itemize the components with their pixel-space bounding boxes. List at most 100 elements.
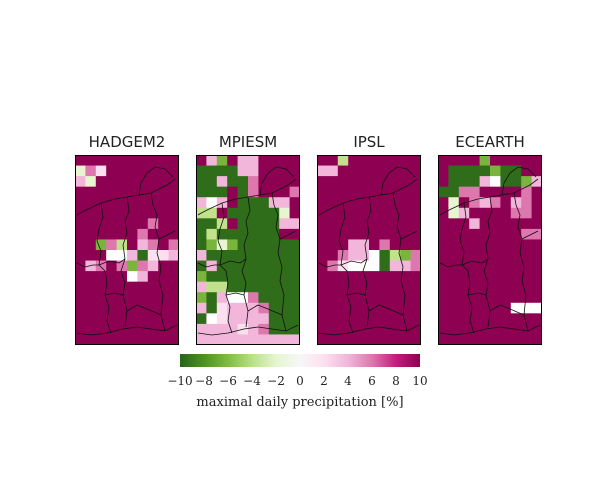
grid-cell	[116, 155, 128, 166]
grid-cell	[379, 176, 391, 188]
grid-cell	[106, 250, 117, 261]
grid-cell	[75, 281, 86, 293]
grid-cell	[168, 302, 179, 314]
grid-cell	[490, 228, 501, 240]
grid-cell	[227, 155, 238, 166]
grid-cell	[369, 313, 380, 325]
grid-cell	[85, 271, 97, 283]
grid-cell	[531, 155, 542, 166]
border-line	[219, 258, 247, 266]
grid-cell	[410, 218, 421, 230]
grid-cell	[289, 302, 300, 314]
border-line	[459, 202, 467, 266]
grid-cell	[348, 218, 359, 230]
grid-cell	[389, 260, 401, 272]
grid-cell	[438, 260, 449, 272]
grid-cell	[337, 260, 349, 272]
border-line	[513, 192, 529, 332]
grid-cell	[95, 165, 107, 177]
grid-cell	[248, 197, 259, 209]
grid-cell	[137, 176, 149, 188]
grid-cell	[75, 323, 86, 335]
grid-cell	[168, 176, 179, 188]
grid-cell	[327, 313, 339, 325]
grid-cell	[469, 197, 480, 209]
border-line	[76, 324, 178, 336]
grid-cell	[379, 165, 391, 177]
grid-cell	[206, 197, 218, 209]
grid-cell	[85, 313, 97, 325]
grid-cell	[279, 334, 290, 345]
grid-cell	[369, 334, 380, 345]
grid-cell	[400, 155, 411, 166]
grid-cell	[289, 271, 300, 283]
border-line	[501, 166, 537, 196]
colorbar-label: maximal daily precipitation [%]	[196, 395, 404, 410]
grid-cell	[279, 155, 290, 166]
grid-cell	[379, 239, 391, 251]
grid-cell	[206, 334, 218, 345]
grid-cell	[196, 250, 207, 261]
country-borders	[197, 166, 299, 336]
grid-cell	[469, 281, 480, 293]
grid-cell	[410, 176, 421, 188]
grid-cell	[279, 302, 290, 314]
grid-cell	[75, 165, 86, 177]
grid-cell	[358, 313, 370, 325]
grid-cell	[196, 155, 207, 166]
grid-cell	[106, 260, 117, 272]
grid-cell	[216, 207, 228, 219]
grid-cell	[248, 292, 259, 304]
grid-cell	[510, 271, 522, 283]
grid-cell	[158, 207, 169, 219]
grid-cell	[531, 281, 542, 293]
border-line	[76, 178, 176, 216]
grid-cell	[268, 197, 280, 209]
grid-cell	[448, 165, 460, 177]
grid-cell	[500, 281, 512, 293]
border-line	[126, 304, 162, 316]
grid-cell	[448, 292, 460, 304]
grid-cell	[500, 218, 512, 230]
grid-cell	[85, 281, 97, 293]
grid-cell	[369, 228, 380, 240]
grid-cell	[510, 207, 522, 219]
grid-cell	[379, 292, 391, 304]
grid-cell	[389, 313, 401, 325]
grid-cell	[216, 155, 228, 166]
grid-cell	[469, 176, 480, 188]
grid-cell	[75, 228, 86, 240]
grid-cell	[127, 250, 138, 261]
grid-cell	[327, 271, 339, 283]
grid-cell	[248, 323, 259, 335]
grid-cell	[95, 250, 107, 261]
grid-cell	[258, 281, 270, 293]
grid-cell	[327, 218, 339, 230]
grid-cell	[358, 260, 370, 272]
grid-cell	[106, 197, 117, 209]
grid-cell	[137, 281, 149, 293]
grid-cell	[458, 228, 470, 240]
grid-cell	[531, 292, 542, 304]
grid-cell	[337, 334, 349, 345]
grid-cell	[147, 218, 159, 230]
grid-cell	[490, 239, 501, 251]
grid-cell	[85, 207, 97, 219]
country-borders	[318, 166, 420, 336]
grid-cell	[438, 302, 449, 314]
grid-cell	[158, 165, 169, 177]
grid-cell	[448, 302, 460, 314]
grid-cell	[137, 292, 149, 304]
grid-cell	[237, 334, 249, 345]
grid-cell	[521, 155, 532, 166]
border-line	[247, 304, 283, 316]
grid-cell	[400, 323, 411, 335]
grid-cell	[358, 176, 370, 188]
grid-cell	[400, 281, 411, 293]
grid-cell	[389, 239, 401, 251]
grid-cell	[458, 260, 470, 272]
colorbar-tick-label: −4	[243, 374, 261, 388]
grid-cell	[258, 207, 270, 219]
grid-cell	[317, 228, 328, 240]
grid-cell	[106, 218, 117, 230]
